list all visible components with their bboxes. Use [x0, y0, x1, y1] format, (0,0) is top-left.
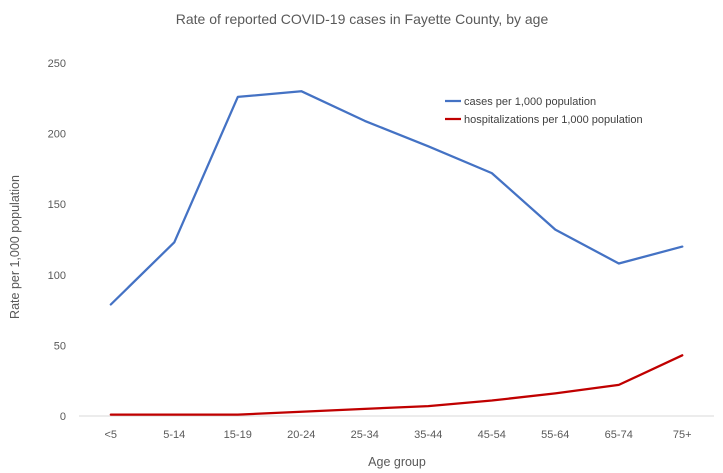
series-line-cases	[109, 90, 684, 306]
y-tick-label: 250	[48, 58, 66, 70]
legend-label: cases per 1,000 population	[464, 96, 596, 108]
legend-label: hospitalizations per 1,000 population	[464, 114, 643, 126]
x-tick-label: 65-74	[605, 429, 633, 441]
y-axis-label: Rate per 1,000 population	[8, 175, 22, 319]
x-axis-ticks: <5 5-14 15-19 20-24 25-34 35-44 45-54 55-64 65-7…	[104, 429, 691, 441]
x-tick-label: 15-19	[224, 429, 252, 441]
chart-title: Rate of reported COVID-19 cases in Fayet…	[176, 11, 549, 27]
x-tick-label: 35-44	[414, 429, 442, 441]
y-tick-label: 0	[60, 411, 66, 423]
x-axis-label: Age group	[368, 455, 426, 469]
x-tick-label: 75+	[673, 429, 692, 441]
x-tick-label: 55-64	[541, 429, 569, 441]
y-tick-label: 50	[54, 340, 66, 352]
y-tick-label: 100	[48, 270, 66, 282]
y-axis-ticks: 0 50 100 150 200 250	[48, 58, 66, 423]
y-tick-label: 150	[48, 199, 66, 211]
x-tick-label: 45-54	[478, 429, 506, 441]
series-lines	[109, 90, 684, 416]
x-tick-label: 20-24	[287, 429, 315, 441]
x-tick-label: 25-34	[351, 429, 379, 441]
x-tick-label: 5-14	[163, 429, 185, 441]
x-tick-label: <5	[104, 429, 117, 441]
series-line-hospitalizations	[109, 354, 684, 416]
y-tick-label: 200	[48, 129, 66, 141]
legend: cases per 1,000 population hospitalizatio…	[445, 96, 643, 126]
